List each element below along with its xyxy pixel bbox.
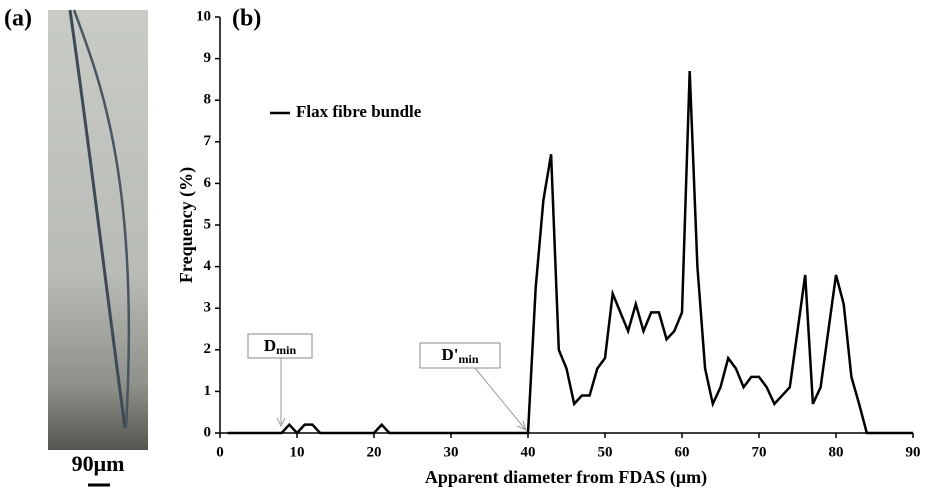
x-tick-label: 0 — [216, 444, 224, 460]
x-tick-label: 10 — [290, 444, 305, 460]
y-tick-label: 7 — [204, 133, 212, 149]
y-tick-label: 5 — [204, 216, 212, 232]
x-tick-label: 20 — [367, 444, 382, 460]
y-tick-label: 8 — [204, 92, 212, 108]
x-tick-label: 90 — [906, 444, 921, 460]
x-axis-label: Apparent diameter from FDAS (μm) — [425, 467, 707, 488]
y-tick-label: 3 — [204, 300, 212, 316]
x-tick-label: 60 — [675, 444, 690, 460]
annotation-text: D'min — [441, 345, 478, 366]
y-axis-label: Frequency (%) — [176, 167, 197, 283]
y-tick-label: 1 — [204, 383, 212, 399]
y-tick-label: 6 — [204, 175, 212, 191]
fibre — [68, 9, 127, 429]
x-tick-label: 80 — [829, 444, 844, 460]
panel-label: (a) — [4, 6, 32, 32]
annotation-arrowhead — [276, 417, 286, 428]
x-tick-label: 30 — [444, 444, 459, 460]
y-tick-label: 0 — [204, 424, 212, 440]
y-tick-label: 2 — [204, 341, 212, 357]
legend-label: Flax fibre bundle — [296, 102, 422, 121]
annotation-arrow — [474, 367, 526, 430]
y-tick-label: 9 — [204, 50, 212, 66]
annotation-box — [419, 342, 501, 369]
data-line — [227, 71, 913, 435]
annotation: D'min — [419, 342, 527, 431]
x-tick-label: 50 — [598, 444, 613, 460]
y-tick-label: 4 — [204, 258, 212, 274]
annotation-text: Dmin — [264, 336, 297, 357]
annotation-arrowhead — [516, 420, 527, 431]
y-tick-label: 10 — [196, 8, 211, 24]
annotation: Dmin — [247, 333, 313, 428]
annotation-box — [247, 333, 313, 359]
scale-bar-label: 90μm — [72, 451, 125, 476]
x-tick-label: 70 — [752, 444, 767, 460]
x-tick-label: 40 — [521, 444, 536, 460]
fibre — [72, 9, 131, 429]
panel-label: (b) — [232, 6, 261, 32]
